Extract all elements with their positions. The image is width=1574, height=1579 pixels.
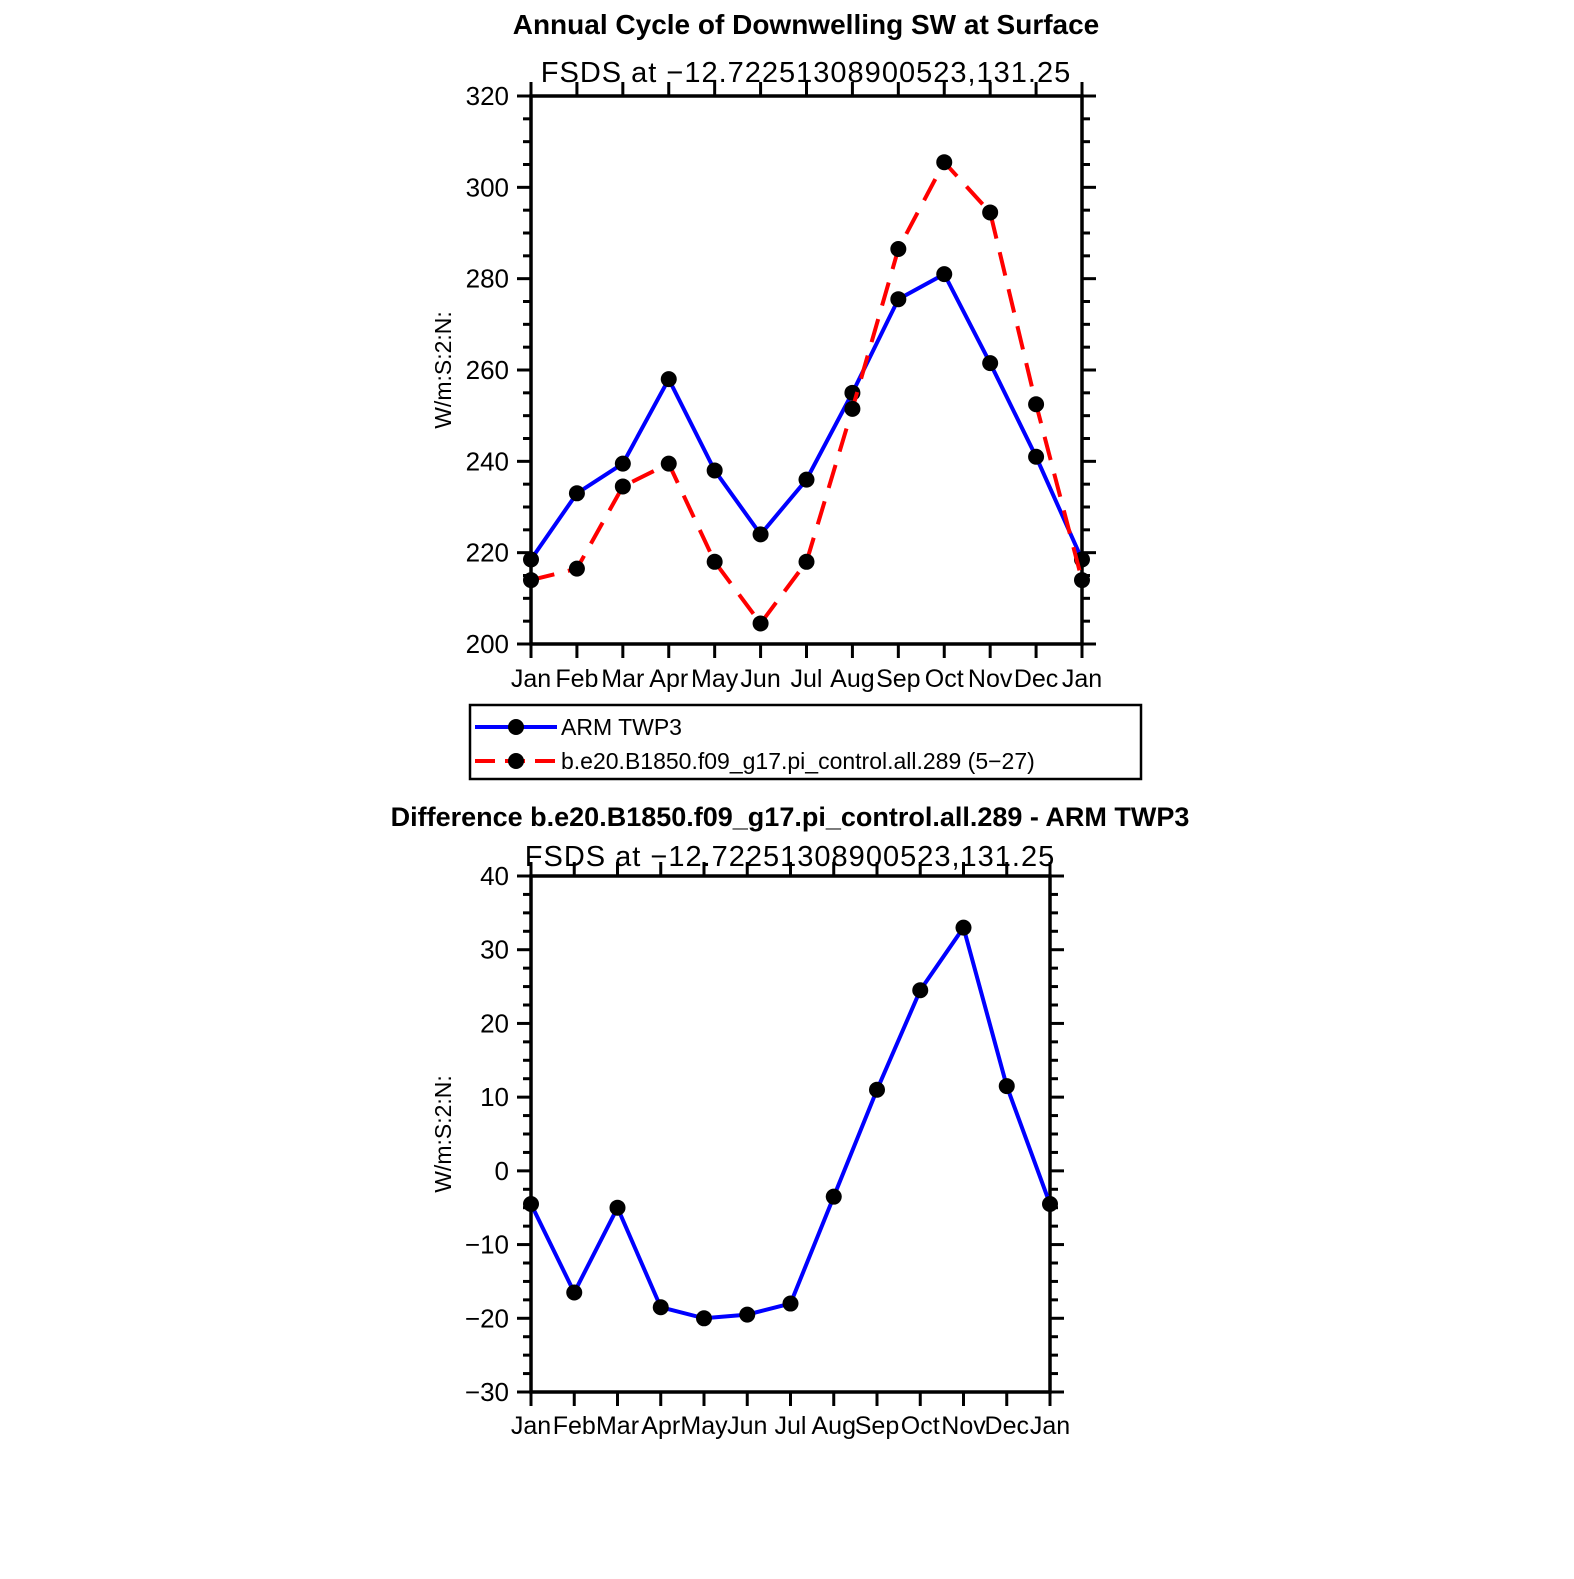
y-tick-label: 240 — [466, 446, 509, 476]
x-tick-label: Jul — [791, 665, 823, 693]
x-tick-label: Jun — [740, 665, 780, 693]
x-tick-label: Oct — [901, 1412, 940, 1440]
y-tick-label: 40 — [480, 861, 509, 891]
data-point-marker — [890, 240, 907, 257]
y-tick-label: 300 — [466, 172, 509, 202]
data-point-marker — [706, 553, 723, 570]
y-tick-label: −20 — [465, 1303, 509, 1333]
data-point-marker — [614, 478, 631, 495]
y-tick-label: 0 — [495, 1156, 509, 1186]
top-chart-y-axis-title: W/m:S:2:N: — [430, 311, 456, 429]
y-tick-label: 20 — [480, 1008, 509, 1038]
y-tick-label: 200 — [466, 629, 509, 659]
legend-box — [468, 703, 1143, 781]
legend-label: b.e20.B1850.f09_g17.pi_control.all.289 (… — [561, 748, 1035, 774]
y-tick-label: 260 — [466, 355, 509, 385]
data-point-marker — [652, 1299, 669, 1316]
x-tick-label: May — [691, 665, 739, 693]
x-tick-label: Jan — [1030, 1412, 1070, 1440]
x-tick-label: Nov — [941, 1412, 986, 1440]
x-tick-label: Feb — [555, 665, 598, 693]
data-point-marker — [523, 1196, 539, 1213]
y-tick-label: 30 — [480, 935, 509, 965]
legend-label: ARM TWP3 — [561, 714, 682, 740]
data-point-marker — [614, 455, 631, 472]
x-tick-label: Apr — [649, 665, 688, 693]
y-tick-label: 10 — [480, 1082, 509, 1112]
legend: ARM TWP3 b.e20.B1850.f09_g17.pi_control.a… — [468, 703, 1143, 781]
x-tick-label: Apr — [641, 1412, 680, 1440]
x-tick-label: Mar — [596, 1412, 639, 1440]
data-point-marker — [798, 471, 815, 488]
series-line-difference — [529, 922, 1052, 1321]
y-tick-label: −10 — [465, 1230, 509, 1260]
data-point-marker — [660, 371, 677, 388]
top-chart-title: Annual Cycle of Downwelling SW at Surfac… — [513, 9, 1100, 40]
data-point-marker — [982, 204, 999, 221]
data-point-marker — [936, 154, 953, 171]
x-tick-label: Oct — [925, 665, 964, 693]
data-point-marker — [523, 551, 539, 568]
y-tick-label: 220 — [466, 538, 509, 568]
bottom-chart-title: Difference b.e20.B1850.f09_g17.pi_contro… — [391, 802, 1190, 832]
x-tick-label: Jul — [775, 1412, 807, 1440]
y-tick-label: 320 — [466, 81, 509, 111]
data-point-marker — [660, 455, 677, 472]
x-tick-label: Feb — [553, 1412, 596, 1440]
data-point-marker — [955, 919, 972, 936]
data-point-marker — [568, 560, 585, 577]
data-point-marker — [936, 266, 953, 283]
data-point-marker — [523, 572, 539, 589]
data-point-marker — [1028, 448, 1045, 465]
data-point-marker — [998, 1078, 1015, 1095]
data-point-marker — [782, 1295, 799, 1312]
x-tick-label: Jan — [511, 665, 551, 693]
data-point-marker — [568, 485, 585, 502]
x-tick-label: Nov — [968, 665, 1013, 693]
data-point-marker — [609, 1199, 626, 1216]
series-line-arm-twp3 — [529, 271, 1084, 561]
x-tick-label: Aug — [830, 665, 874, 693]
data-point-marker — [696, 1310, 712, 1327]
data-point-marker — [982, 355, 999, 372]
data-point-marker — [798, 553, 815, 570]
data-point-marker — [912, 982, 929, 999]
bottom-chart-y-axis-title: W/m:S:2:N: — [430, 1075, 456, 1193]
y-tick-label: 280 — [466, 264, 509, 294]
x-tick-label: May — [680, 1412, 728, 1440]
data-point-marker — [869, 1081, 885, 1098]
data-point-marker — [1042, 1196, 1058, 1213]
x-tick-label: Mar — [601, 665, 644, 693]
data-point-marker — [752, 615, 769, 632]
legend-marker — [508, 719, 524, 735]
data-point-marker — [706, 462, 723, 479]
data-point-marker — [739, 1306, 756, 1323]
legend-marker — [508, 753, 524, 769]
x-tick-label: Jun — [727, 1412, 767, 1440]
x-tick-label: Sep — [855, 1412, 899, 1440]
data-point-marker — [752, 526, 769, 543]
x-tick-label: Dec — [1014, 665, 1058, 693]
data-point-marker — [844, 400, 861, 417]
data-point-marker — [890, 291, 907, 308]
data-point-marker — [1028, 396, 1045, 413]
x-tick-label: Jan — [511, 1412, 551, 1440]
data-point-marker — [566, 1284, 583, 1301]
x-tick-label: Aug — [812, 1412, 856, 1440]
x-tick-label: Jan — [1062, 665, 1102, 693]
y-tick-label: −30 — [465, 1377, 509, 1407]
data-point-marker — [1074, 572, 1090, 589]
x-tick-label: Dec — [985, 1412, 1029, 1440]
data-point-marker — [825, 1188, 842, 1205]
x-tick-label: Sep — [876, 665, 920, 693]
